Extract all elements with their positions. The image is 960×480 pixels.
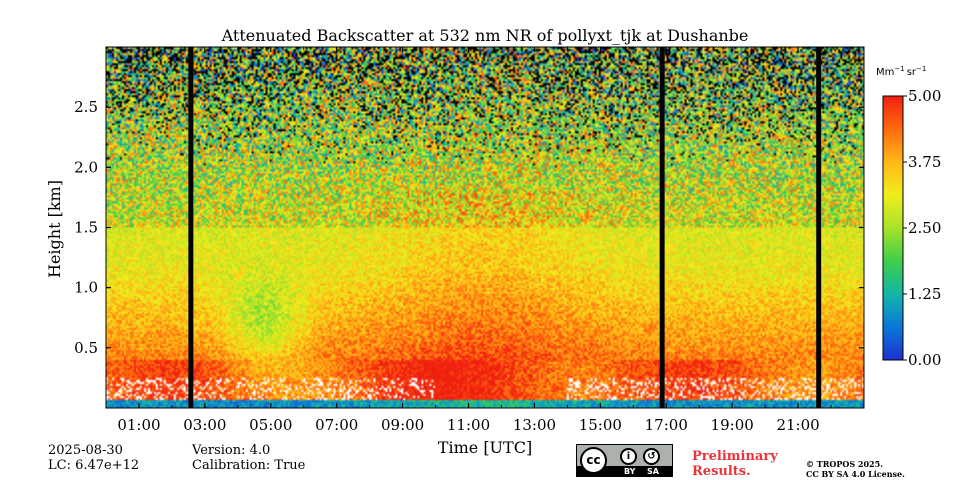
x-tick-label: 21:00 xyxy=(776,416,819,434)
x-tick-label: 01:00 xyxy=(117,416,160,434)
x-tick-label: 11:00 xyxy=(447,416,490,434)
colorbar-gradient xyxy=(882,95,904,361)
footer-lc: LC: 6.47e+12 xyxy=(48,458,140,473)
colorbar-unit: Mm−1 sr−1 xyxy=(876,65,926,78)
colorbar-ticks: 0.00 1.25 2.50 3.75 5.00 xyxy=(903,87,941,369)
colorbar-tick-label: 1.25 xyxy=(908,285,941,303)
x-tick-label: 07:00 xyxy=(315,416,358,434)
y-axis-ticks: 0.5 1.0 1.5 2.0 2.5 xyxy=(74,98,864,357)
y-tick-label: 1.5 xyxy=(74,219,98,237)
no-data-gaps xyxy=(188,47,822,408)
x-tick-label: 13:00 xyxy=(513,416,556,434)
no-data-gap xyxy=(816,47,822,408)
cc-by-label: BY xyxy=(624,467,636,476)
copyright-line-1: © TROPOS 2025. xyxy=(806,459,883,469)
y-tick-label: 2.5 xyxy=(74,98,98,116)
preliminary-line-1: Preliminary xyxy=(692,449,778,464)
cc-sa-label: SA xyxy=(647,467,659,476)
cc-sa-icon: ↺ xyxy=(643,448,660,465)
colorbar-tick-label: 2.50 xyxy=(908,219,941,237)
colorbar-tick-label: 3.75 xyxy=(908,153,941,171)
plot-area: 01:00 03:00 05:00 07:00 09:00 11:00 13:00 15:00… xyxy=(74,46,865,434)
cc-badge-bar xyxy=(577,466,672,476)
y-tick-label: 1.0 xyxy=(74,279,98,297)
preliminary-results-note: Preliminary Results. xyxy=(692,449,792,479)
x-tick-label: 09:00 xyxy=(381,416,424,434)
no-data-gap xyxy=(188,47,194,408)
cc-by-icon: i xyxy=(620,448,637,465)
footer-date: 2025-08-30 xyxy=(48,443,123,458)
y-tick-label: 2.0 xyxy=(74,158,98,176)
y-axis-label: Height [km] xyxy=(45,180,64,278)
y-tick-label: 0.5 xyxy=(74,339,98,357)
x-tick-label: 15:00 xyxy=(579,416,622,434)
colorbar: 0.00 1.25 2.50 3.75 5.00 Mm−1 sr−1 xyxy=(876,65,941,369)
copyright-note: © TROPOS 2025. CC BY SA 4.0 License. xyxy=(806,459,956,479)
no-data-gap xyxy=(659,47,665,408)
colorbar-tick-label: 5.00 xyxy=(908,87,941,105)
footer-left: 2025-08-30 LC: 6.47e+12 xyxy=(48,443,139,473)
x-tick-label: 03:00 xyxy=(183,416,226,434)
x-tick-label: 05:00 xyxy=(249,416,292,434)
footer-version: Version: 4.0 Calibration: True xyxy=(192,443,305,473)
cc-license-badge: cc i ↺ BY SA xyxy=(576,444,673,477)
preliminary-line-2: Results. xyxy=(692,464,751,479)
chart-title: Attenuated Backscatter at 532 nm NR of p… xyxy=(221,26,749,45)
colorbar-tick-label: 0.00 xyxy=(908,351,941,369)
x-axis-label: Time [UTC] xyxy=(438,438,532,457)
cc-icon: cc xyxy=(580,447,607,474)
footer-version-text: Version: 4.0 xyxy=(192,443,271,458)
x-tick-label: 17:00 xyxy=(645,416,688,434)
x-tick-label: 19:00 xyxy=(711,416,754,434)
x-axis-ticks: 01:00 03:00 05:00 07:00 09:00 11:00 13:00 15:00… xyxy=(105,47,865,434)
footer-calibration: Calibration: True xyxy=(192,458,306,473)
copyright-line-2: CC BY SA 4.0 License. xyxy=(806,469,905,479)
backscatter-heatmap xyxy=(106,47,864,408)
